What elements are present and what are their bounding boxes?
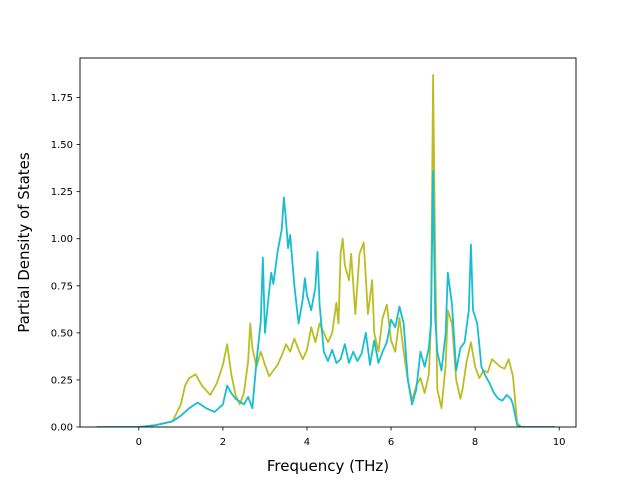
y-tick-label: 0.00 bbox=[51, 423, 73, 434]
series-line-1 bbox=[96, 74, 555, 427]
y-tick-label: 1.00 bbox=[51, 234, 73, 245]
y-axis-ticks: 0.00 0.25 0.50 0.75 1.00 1.25 1.50 1.75 bbox=[51, 93, 80, 434]
series-line-2 bbox=[96, 170, 555, 427]
y-tick-label: 1.25 bbox=[51, 187, 73, 198]
x-tick-label: 2 bbox=[220, 437, 226, 448]
y-tick-label: 0.75 bbox=[51, 281, 73, 292]
x-tick-label: 6 bbox=[388, 437, 394, 448]
x-tick-label: 8 bbox=[472, 437, 478, 448]
x-tick-label: 10 bbox=[553, 437, 566, 448]
y-tick-label: 1.50 bbox=[51, 140, 73, 151]
x-axis-label: Frequency (THz) bbox=[267, 457, 389, 475]
x-tick-label: 0 bbox=[136, 437, 142, 448]
x-axis-ticks: 0 2 4 6 8 10 bbox=[136, 427, 566, 448]
plot-frame bbox=[79, 57, 577, 428]
y-axis-label: Partial Density of States bbox=[15, 152, 33, 333]
y-tick-label: 1.75 bbox=[51, 93, 73, 104]
y-tick-label: 0.25 bbox=[51, 375, 73, 386]
plot-lines bbox=[96, 74, 555, 427]
y-tick-label: 0.50 bbox=[51, 328, 73, 339]
x-tick-label: 4 bbox=[304, 437, 310, 448]
